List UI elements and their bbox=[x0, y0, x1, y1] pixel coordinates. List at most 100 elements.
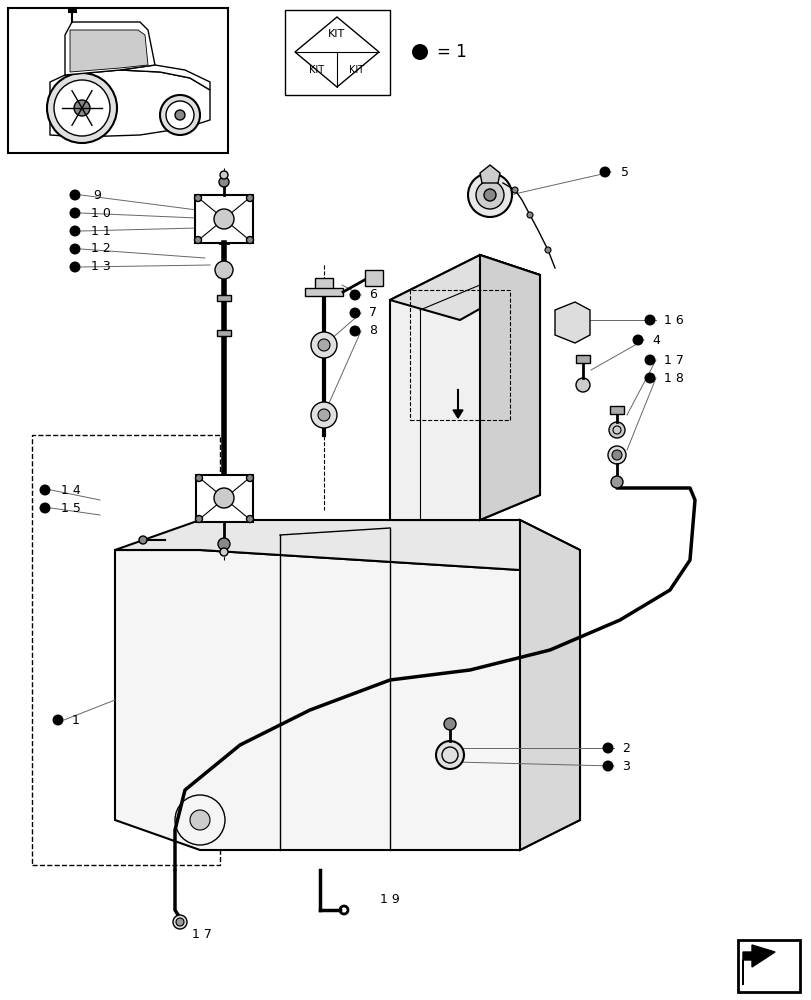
Circle shape bbox=[53, 714, 63, 725]
Text: 1 3: 1 3 bbox=[91, 260, 110, 273]
Circle shape bbox=[70, 243, 80, 254]
Bar bbox=[8, 8, 228, 153]
Bar bbox=[32, 435, 220, 865]
Polygon shape bbox=[453, 410, 462, 418]
Bar bbox=[285, 10, 389, 95]
Polygon shape bbox=[115, 550, 579, 850]
Text: 1 2: 1 2 bbox=[91, 242, 110, 255]
Circle shape bbox=[160, 95, 200, 135]
Circle shape bbox=[544, 247, 551, 253]
Polygon shape bbox=[115, 520, 579, 570]
Text: 7: 7 bbox=[368, 306, 376, 320]
Circle shape bbox=[220, 548, 228, 556]
Circle shape bbox=[644, 372, 654, 383]
Polygon shape bbox=[294, 17, 379, 87]
Circle shape bbox=[190, 810, 210, 830]
Circle shape bbox=[318, 339, 329, 351]
Circle shape bbox=[74, 100, 90, 116]
Circle shape bbox=[411, 44, 427, 60]
Circle shape bbox=[214, 209, 234, 229]
Text: KIT: KIT bbox=[309, 65, 324, 75]
Bar bbox=[305, 288, 342, 296]
Polygon shape bbox=[554, 302, 590, 343]
Circle shape bbox=[349, 308, 360, 318]
Circle shape bbox=[195, 516, 202, 522]
Circle shape bbox=[475, 181, 504, 209]
Circle shape bbox=[40, 485, 50, 495]
Circle shape bbox=[70, 190, 80, 201]
Text: 2: 2 bbox=[621, 741, 629, 754]
Circle shape bbox=[483, 189, 496, 201]
Text: KIT: KIT bbox=[328, 29, 345, 39]
Polygon shape bbox=[479, 255, 539, 520]
Circle shape bbox=[70, 226, 80, 237]
Circle shape bbox=[644, 314, 654, 326]
Circle shape bbox=[602, 742, 613, 754]
Bar bbox=[195, 195, 253, 243]
Bar bbox=[365, 270, 383, 286]
Text: 1 6: 1 6 bbox=[663, 314, 683, 326]
Circle shape bbox=[349, 290, 360, 300]
Circle shape bbox=[311, 332, 337, 358]
Text: KIT: KIT bbox=[349, 65, 364, 75]
Bar bbox=[217, 295, 230, 301]
Polygon shape bbox=[50, 70, 210, 137]
Text: 1 9: 1 9 bbox=[380, 894, 399, 906]
Circle shape bbox=[436, 741, 463, 769]
Circle shape bbox=[607, 446, 625, 464]
Circle shape bbox=[195, 236, 201, 243]
Bar bbox=[410, 290, 509, 420]
Circle shape bbox=[219, 177, 229, 187]
Bar bbox=[609, 406, 623, 414]
Circle shape bbox=[575, 378, 590, 392]
Circle shape bbox=[349, 326, 360, 336]
Circle shape bbox=[220, 171, 228, 179]
Polygon shape bbox=[65, 22, 155, 75]
Polygon shape bbox=[120, 65, 210, 90]
Text: 8: 8 bbox=[368, 324, 376, 338]
Circle shape bbox=[195, 195, 201, 202]
Circle shape bbox=[40, 502, 50, 514]
Text: 1 0: 1 0 bbox=[91, 207, 111, 220]
Text: 5: 5 bbox=[620, 166, 629, 179]
Polygon shape bbox=[389, 255, 539, 520]
Polygon shape bbox=[70, 30, 148, 72]
Text: 1 7: 1 7 bbox=[191, 928, 212, 941]
Circle shape bbox=[54, 80, 109, 136]
Circle shape bbox=[139, 536, 147, 544]
Bar bbox=[315, 278, 333, 292]
Polygon shape bbox=[742, 945, 774, 985]
Circle shape bbox=[165, 101, 194, 129]
Circle shape bbox=[311, 402, 337, 428]
Bar bbox=[195, 475, 253, 522]
Bar bbox=[575, 355, 590, 363]
Circle shape bbox=[467, 173, 512, 217]
Text: 1: 1 bbox=[72, 713, 79, 726]
Circle shape bbox=[176, 918, 184, 926]
Circle shape bbox=[70, 208, 80, 219]
Circle shape bbox=[599, 166, 610, 178]
Text: 9: 9 bbox=[93, 189, 101, 202]
Polygon shape bbox=[389, 255, 539, 320]
Bar bbox=[217, 330, 230, 336]
Text: 1 4: 1 4 bbox=[61, 484, 80, 496]
Circle shape bbox=[602, 760, 613, 772]
Circle shape bbox=[512, 187, 517, 193]
Circle shape bbox=[526, 212, 532, 218]
Circle shape bbox=[173, 915, 187, 929]
Circle shape bbox=[217, 538, 230, 550]
Circle shape bbox=[608, 422, 624, 438]
Circle shape bbox=[247, 516, 253, 522]
Text: 1 5: 1 5 bbox=[61, 502, 81, 514]
Text: 6: 6 bbox=[368, 288, 376, 302]
Circle shape bbox=[644, 355, 654, 365]
Text: 1 8: 1 8 bbox=[663, 371, 683, 384]
Circle shape bbox=[175, 110, 185, 120]
Circle shape bbox=[610, 476, 622, 488]
Circle shape bbox=[611, 450, 621, 460]
Circle shape bbox=[632, 334, 642, 346]
Bar bbox=[737, 940, 799, 992]
Text: = 1: = 1 bbox=[436, 43, 466, 61]
Circle shape bbox=[47, 73, 117, 143]
Circle shape bbox=[70, 261, 80, 272]
